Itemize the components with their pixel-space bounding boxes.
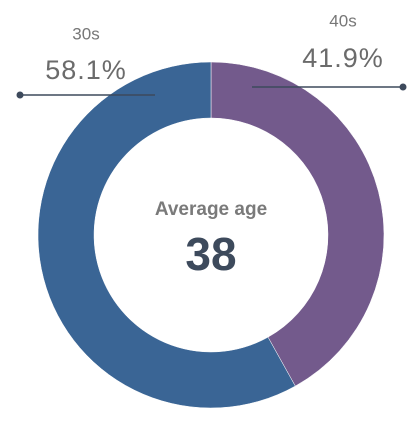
leader-dot	[16, 91, 24, 99]
slice	[37, 61, 296, 409]
leader-dot	[399, 83, 407, 91]
slices	[37, 61, 385, 409]
center-value: 38	[185, 228, 236, 280]
slice-value-label: 58.1%	[45, 55, 127, 85]
slice-category: 30s	[72, 24, 99, 43]
slice-value-label: 41.9%	[302, 43, 384, 73]
slice	[210, 61, 385, 387]
slice-category: 40s	[329, 11, 356, 30]
center-title: Average age	[155, 199, 267, 220]
